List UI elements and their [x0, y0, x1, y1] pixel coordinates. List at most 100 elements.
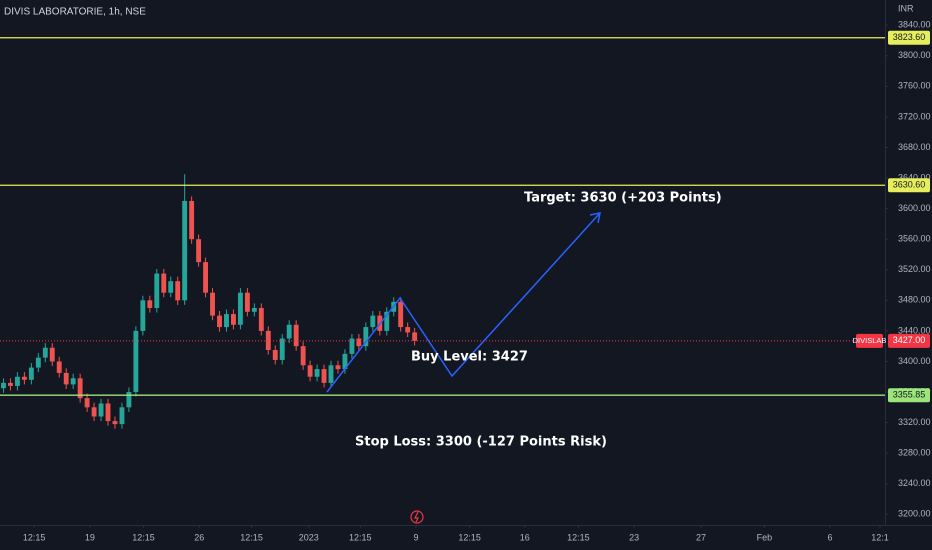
- annotation: Target: 3630 (+203 Points): [524, 191, 722, 206]
- price-label: 3630.60: [893, 180, 926, 190]
- candle-body: [258, 307, 264, 331]
- candle-body: [224, 314, 229, 328]
- candle-body: [217, 315, 222, 328]
- x-tick-label: 12:15: [132, 532, 155, 542]
- symbol-label: DIVISLAB: [853, 336, 887, 345]
- candle-body: [119, 407, 125, 425]
- price-label-box: [888, 178, 930, 193]
- y-tick-label: 3520.00: [898, 264, 931, 274]
- candle-body: [356, 338, 362, 347]
- x-tick-label: 27: [696, 532, 706, 542]
- candle-body: [161, 273, 167, 293]
- x-tick-label: 12:15: [23, 532, 46, 542]
- x-tick-label: 2023: [299, 532, 319, 542]
- candle-body: [349, 338, 355, 354]
- x-tick-label: 6: [827, 532, 832, 542]
- x-tick-label: 9: [414, 532, 419, 542]
- y-tick-label: 3640.00: [898, 172, 931, 182]
- candle-body: [279, 338, 285, 360]
- x-tick-label: 23: [629, 532, 639, 542]
- candle-body: [412, 332, 418, 341]
- x-tick-label: 19: [85, 532, 95, 542]
- candle-body: [133, 330, 139, 393]
- candle-body: [175, 281, 181, 301]
- y-tick-label: 3480.00: [898, 295, 931, 305]
- candle-body: [300, 346, 306, 366]
- annotation: Stop Loss: 3300 (-127 Points Risk): [355, 435, 607, 450]
- currency: INR: [898, 3, 914, 13]
- candle-body: [384, 311, 390, 331]
- candle-body: [363, 327, 369, 347]
- price-label-box: [888, 30, 930, 45]
- price-label: 3823.60: [893, 32, 926, 42]
- candle-body: [56, 361, 62, 373]
- symbol-box: [856, 333, 883, 348]
- y-tick-label: 3400.00: [898, 356, 931, 366]
- candle-body: [112, 421, 118, 425]
- x-tick-label: 12:1: [871, 532, 889, 542]
- candle-body: [210, 292, 215, 316]
- y-tick-label: 3720.00: [898, 111, 931, 121]
- candle-body: [342, 353, 348, 370]
- candle-body: [189, 200, 195, 240]
- chart-title: DIVIS LABORATORIE, 1h, NSE: [4, 7, 146, 18]
- candle-body: [147, 300, 153, 308]
- y-tick-label: 3560.00: [898, 234, 931, 244]
- candle-body: [370, 315, 376, 328]
- candle-body: [14, 376, 20, 386]
- candle-body: [251, 307, 257, 312]
- x-tick-label: 26: [194, 532, 204, 542]
- candle-body: [1, 382, 6, 389]
- x-tick-label: 12:15: [240, 532, 263, 542]
- candle-body: [231, 314, 236, 325]
- candle-body: [91, 407, 97, 417]
- last-price-box: [888, 333, 930, 348]
- y-tick-label: 3680.00: [898, 142, 931, 152]
- y-tick-label: 3840.00: [898, 20, 931, 30]
- y-tick-label: 3320.00: [898, 417, 931, 427]
- x-tick-label: 12:15: [567, 532, 590, 542]
- candle-body: [405, 327, 411, 333]
- y-tick-label: 3600.00: [898, 203, 931, 213]
- y-tick-label: 3240.00: [898, 478, 931, 488]
- candle-body: [49, 347, 55, 362]
- x-tick-label: 12:15: [458, 532, 481, 542]
- y-tick-label: 3760.00: [898, 81, 931, 91]
- candle-body: [265, 330, 271, 350]
- logo-icon: [410, 510, 424, 524]
- annotation: Buy Level: 3427: [411, 350, 528, 365]
- candle-body: [126, 392, 132, 408]
- candle-body: [182, 200, 188, 301]
- candle-body: [335, 365, 341, 370]
- candle-body: [35, 357, 41, 368]
- candle-body: [203, 262, 209, 293]
- candle-body: [398, 301, 404, 328]
- y-tick-label: 3200.00: [898, 509, 931, 519]
- y-tick-label: 3800.00: [898, 50, 931, 60]
- candle-body: [63, 372, 69, 385]
- candle-body: [140, 300, 146, 331]
- candle-body: [77, 378, 83, 399]
- candle-body: [196, 239, 202, 263]
- trend-drawing: [326, 212, 601, 393]
- candle-body: [8, 382, 13, 386]
- candle-body: [244, 292, 250, 312]
- candle-body: [321, 369, 327, 383]
- last-price-label: 3427.00: [893, 335, 926, 345]
- x-tick-label: 16: [520, 532, 530, 542]
- candle-body: [314, 369, 320, 377]
- candle-body: [28, 367, 34, 380]
- candle-body: [328, 365, 334, 383]
- arrow-head: [589, 212, 601, 224]
- candle-body: [154, 273, 160, 308]
- candle-body: [307, 365, 313, 377]
- candle-body: [168, 281, 174, 293]
- candle-body: [293, 324, 299, 347]
- y-tick-label: 3440.00: [898, 325, 931, 335]
- price-label: 3355.85: [893, 390, 926, 400]
- candle-body: [42, 347, 48, 358]
- y-tick-label: 3280.00: [898, 448, 931, 458]
- candle-body: [70, 378, 76, 385]
